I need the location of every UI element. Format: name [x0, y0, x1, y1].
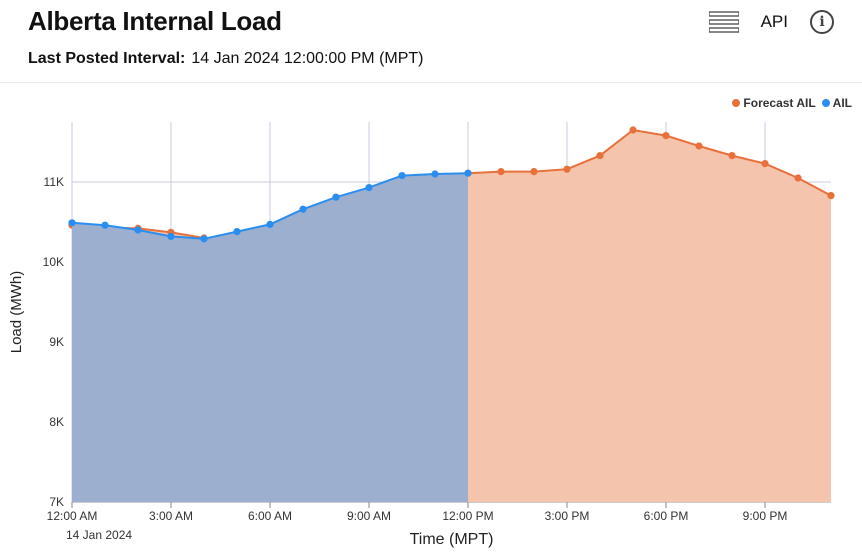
forecast-ail-point: [761, 160, 769, 168]
legend-ail[interactable]: AIL: [821, 96, 852, 110]
forecast-ail-point: [827, 192, 835, 200]
ail-point: [101, 221, 109, 229]
toolbar: API i: [708, 10, 834, 34]
page-title: Alberta Internal Load: [28, 6, 282, 36]
ail-point: [134, 226, 142, 234]
ail-point: [332, 193, 340, 201]
x-date-label: 14 Jan 2024: [66, 528, 132, 542]
x-tick-label: 3:00 AM: [149, 509, 193, 523]
y-tick-label: 8K: [49, 415, 64, 429]
forecast-ail-point: [695, 142, 703, 150]
load-chart: 7K 8K 9K 10K 11K 12:00 AM 3:00 AM 6:00 AM 9:00 A…: [8, 122, 835, 548]
last-posted-interval: Last Posted Interval: 14 Jan 2024 12:00:0…: [28, 50, 424, 68]
last-posted-value: 14 Jan 2024 12:00:00 PM (MPT): [191, 50, 424, 67]
ail-point: [167, 232, 175, 240]
ail-point: [431, 170, 439, 178]
last-posted-label: Last Posted Interval:: [28, 50, 186, 67]
y-tick-label: 11K: [44, 175, 64, 189]
forecast-ail-point: [794, 174, 802, 182]
ail-point: [266, 220, 274, 228]
forecast-ail-point: [596, 152, 604, 160]
x-tick-label: 9:00 AM: [347, 509, 391, 523]
legend-ail-label: AIL: [832, 96, 852, 110]
ail-area: [72, 173, 468, 502]
forecast-ail-point: [497, 168, 505, 176]
ail-point: [365, 184, 373, 192]
x-tick-label: 6:00 AM: [248, 509, 292, 523]
api-link[interactable]: API: [760, 12, 788, 31]
forecast-ail-point: [563, 165, 571, 173]
ail-point: [233, 228, 241, 236]
ail-point: [464, 169, 472, 177]
x-tick-label: 9:00 PM: [743, 509, 788, 523]
x-tick-label: 12:00 PM: [442, 509, 493, 523]
legend-forecast-ail[interactable]: Forecast AIL: [732, 96, 816, 110]
ail-point: [200, 235, 208, 243]
forecast-ail-point: [530, 168, 538, 176]
forecast-ail-point: [662, 132, 670, 140]
ail-point: [299, 205, 307, 213]
y-tick-label: 10K: [43, 255, 64, 269]
y-tick-label: 9K: [49, 335, 64, 349]
x-tick-label: 3:00 PM: [545, 509, 590, 523]
x-axis-title: Time (MPT): [410, 531, 494, 548]
forecast-ail-point: [728, 152, 736, 160]
legend-ail-swatch: [821, 99, 830, 107]
legend-forecast-label: Forecast AIL: [743, 96, 816, 110]
y-tick-label: 7K: [49, 495, 64, 509]
info-icon[interactable]: i: [810, 10, 834, 34]
x-tick-label: 6:00 PM: [644, 509, 689, 523]
ail-point: [398, 172, 406, 180]
header-divider: [0, 82, 862, 83]
forecast-ail-point: [629, 126, 637, 134]
list-view-icon[interactable]: [708, 11, 739, 33]
chart-legend: Forecast AIL AIL: [732, 96, 852, 110]
y-axis-title: Load (MWh): [8, 271, 25, 354]
ail-point: [68, 219, 76, 227]
legend-forecast-swatch: [732, 99, 741, 107]
x-tick-label: 12:00 AM: [47, 509, 98, 523]
